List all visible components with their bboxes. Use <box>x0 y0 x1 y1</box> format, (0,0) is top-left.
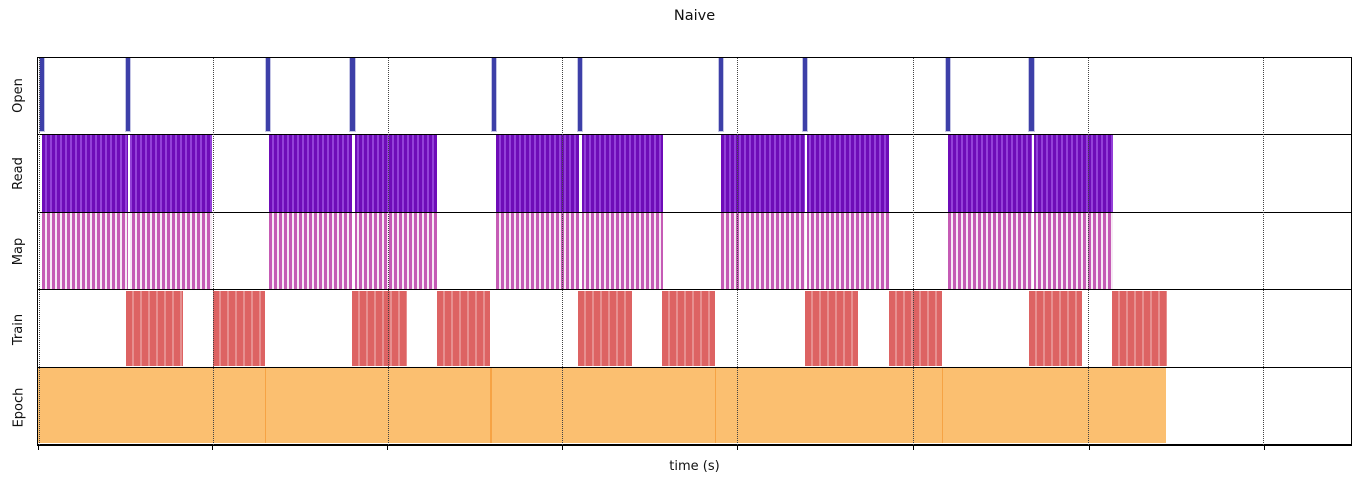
train-block <box>888 290 942 366</box>
read-block <box>41 135 212 212</box>
map-block <box>947 212 1114 290</box>
read-separator <box>579 135 582 212</box>
x-tick <box>37 446 39 450</box>
row-label-map: Map <box>11 237 26 266</box>
row-epoch <box>38 368 1351 445</box>
open-bar <box>578 58 583 132</box>
x-tick <box>736 446 738 450</box>
row-map <box>38 212 1351 291</box>
open-bar <box>802 58 807 132</box>
row-label-epoch: Epoch <box>11 387 26 427</box>
train-block <box>437 290 491 366</box>
x-tick <box>561 446 563 450</box>
row-label-read: Read <box>10 157 26 191</box>
epoch-separator <box>714 368 717 444</box>
read-separator <box>804 135 808 212</box>
x-tick <box>387 446 389 450</box>
chart-title: Naive <box>673 8 716 24</box>
train-block <box>1029 290 1083 366</box>
map-block <box>41 212 212 290</box>
row-read <box>38 135 1351 213</box>
open-bar <box>492 58 497 132</box>
x-tick <box>1089 446 1090 450</box>
map-separator <box>579 212 582 290</box>
train-block <box>662 290 715 366</box>
x-tick <box>913 446 915 450</box>
epoch-separator <box>264 368 267 444</box>
open-bar <box>718 58 724 132</box>
epoch-separator <box>941 368 944 444</box>
open-bar <box>1029 58 1034 132</box>
open-bar <box>125 58 130 132</box>
map-separator <box>352 212 355 290</box>
map-separator <box>1031 212 1035 290</box>
read-separator <box>1031 135 1035 212</box>
train-block <box>212 290 265 366</box>
map-separator <box>804 212 808 290</box>
x-tick <box>1264 446 1266 450</box>
read-separator <box>352 135 355 212</box>
train-block <box>125 290 183 366</box>
open-bar <box>265 58 270 132</box>
plot-area <box>37 57 1352 446</box>
open-bar <box>945 58 950 132</box>
train-block <box>352 290 408 366</box>
train-block <box>1112 290 1168 366</box>
train-block <box>578 290 633 366</box>
epoch-block <box>38 368 1167 444</box>
row-label-open: Open <box>10 78 26 114</box>
x-axis-label: time (s) <box>669 459 720 474</box>
y-axis-labels: Open Read Map Train Epoch <box>0 57 37 446</box>
x-tick-layer <box>37 446 1352 451</box>
row-train <box>38 290 1351 368</box>
open-bar <box>39 58 45 132</box>
row-open <box>38 58 1351 136</box>
map-separator <box>127 212 131 290</box>
read-separator <box>127 135 131 212</box>
read-block <box>947 135 1114 212</box>
row-label-train: Train <box>10 313 26 345</box>
open-bar <box>350 58 355 132</box>
epoch-separator <box>490 368 492 444</box>
train-block <box>804 290 858 366</box>
x-tick <box>212 446 214 450</box>
